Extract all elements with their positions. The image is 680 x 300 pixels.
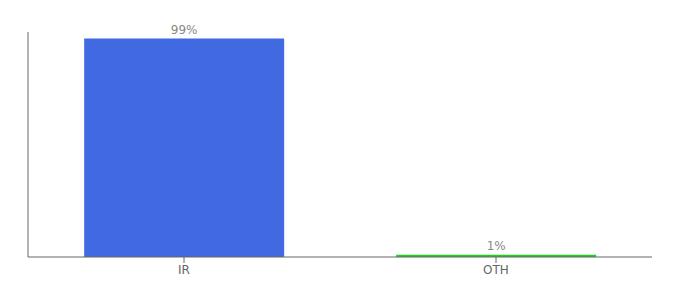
svg-text:1%: 1% [487,239,506,253]
svg-text:IR: IR [178,263,190,277]
svg-text:OTH: OTH [483,263,509,277]
svg-text:99%: 99% [171,23,198,37]
